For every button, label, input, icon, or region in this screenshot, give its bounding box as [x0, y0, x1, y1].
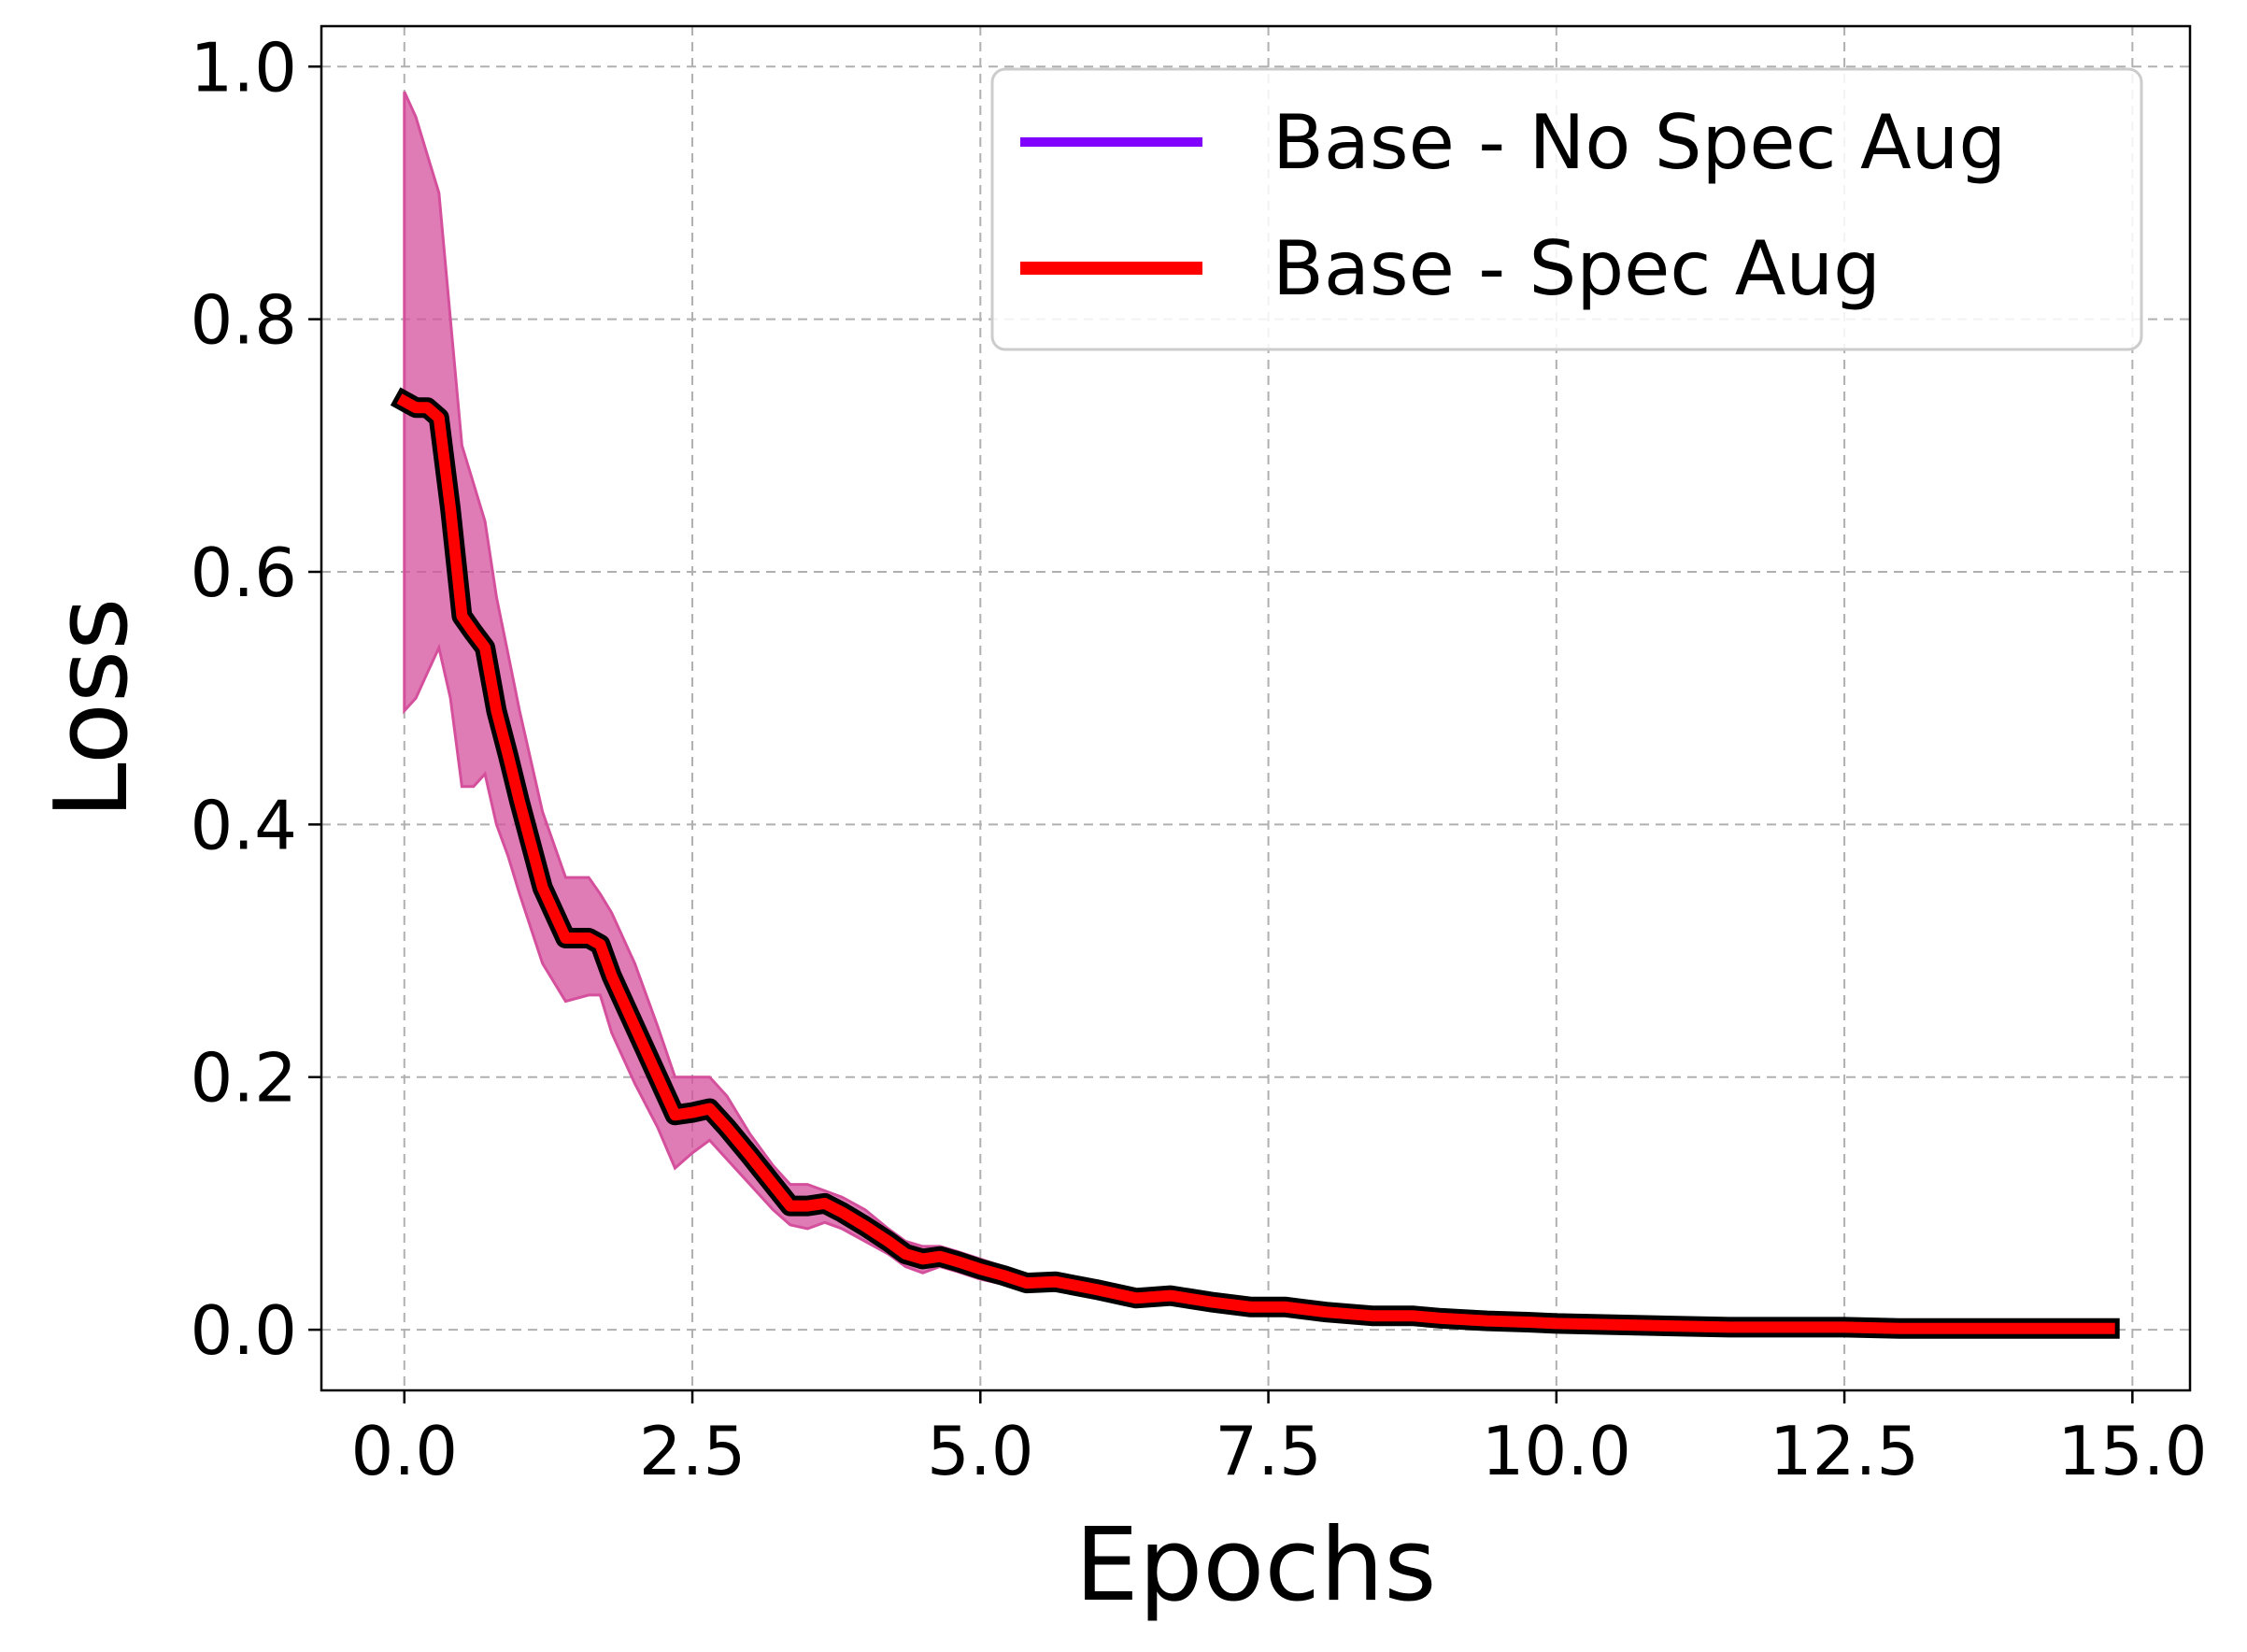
y-tick-label: 1.0 — [190, 28, 297, 107]
x-tick-label: 12.5 — [1770, 1412, 1919, 1490]
y-tick-label: 0.2 — [190, 1039, 297, 1118]
legend: Base - No Spec Aug Base - Spec Aug — [990, 67, 2143, 351]
y-tick-label: 0.6 — [190, 534, 297, 612]
y-tick-label: 0.4 — [190, 786, 297, 864]
tick-layer: 0.0 2.5 5.0 7.5 10.0 12.5 15.0 0.0 0.2 0.4 0.6 0.8 1… — [190, 28, 2207, 1490]
x-tick-label: 5.0 — [927, 1412, 1034, 1490]
x-tick-label: 15.0 — [2057, 1412, 2207, 1490]
plot-frame — [320, 24, 2192, 1392]
legend-box — [990, 67, 2143, 351]
x-tick-label: 0.0 — [351, 1412, 459, 1490]
x-tick-label: 7.5 — [1215, 1412, 1322, 1490]
y-tick-label: 0.8 — [190, 281, 297, 360]
x-tick-label: 10.0 — [1482, 1412, 1631, 1490]
x-tick-label: 2.5 — [639, 1412, 747, 1490]
legend-label: Base - Spec Aug — [1273, 225, 1881, 312]
series-layer — [390, 387, 2120, 1339]
y-tick-label: 0.0 — [190, 1291, 297, 1370]
y-axis-label: Loss — [34, 598, 150, 819]
series-line — [396, 393, 2115, 1334]
x-axis-label: Epochs — [1075, 1507, 1437, 1624]
legend-label: Base - No Spec Aug — [1273, 99, 2006, 186]
